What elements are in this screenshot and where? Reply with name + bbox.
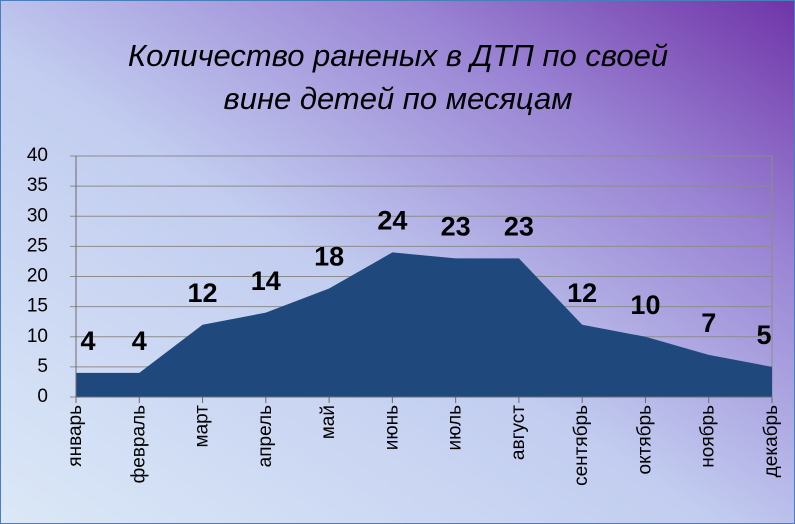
chart-title: Количество раненых в ДТП по своей (128, 38, 668, 73)
data-label: 12 (188, 278, 218, 308)
data-label: 23 (441, 212, 471, 242)
data-label: 4 (132, 326, 147, 356)
data-label: 4 (80, 326, 95, 356)
x-tick-label: сентябрь (571, 405, 592, 486)
x-tick-label: декабрь (761, 405, 782, 477)
x-tick-label: август (508, 405, 529, 460)
x-tick-label: март (192, 405, 213, 448)
x-tick-label: апрель (255, 405, 276, 467)
x-tick-label: январь (65, 405, 86, 467)
data-label: 5 (756, 320, 771, 350)
y-tick-label: 0 (37, 386, 48, 407)
y-tick-label: 40 (27, 145, 48, 166)
data-label: 23 (504, 212, 534, 242)
area (76, 252, 772, 397)
y-tick-label: 5 (37, 356, 48, 377)
y-tick-label: 35 (27, 175, 48, 196)
y-tick-label: 10 (27, 326, 48, 347)
data-label: 10 (630, 290, 660, 320)
y-tick-label: 15 (27, 296, 48, 317)
x-tick-label: июль (445, 405, 466, 451)
y-tick-label: 20 (27, 266, 48, 287)
y-tick-label: 30 (27, 205, 48, 226)
data-label: 18 (314, 242, 344, 272)
y-tick-label: 25 (27, 235, 48, 256)
data-label: 7 (701, 308, 716, 338)
x-tick-label: май (318, 405, 339, 439)
data-label: 12 (567, 278, 597, 308)
chart-title: вине детей по месяцам (224, 81, 573, 116)
data-label: 24 (377, 206, 407, 236)
x-tick-label: февраль (128, 405, 149, 484)
data-label: 14 (251, 266, 281, 296)
x-tick-label: октябрь (634, 405, 655, 475)
x-tick-label: июнь (381, 405, 402, 450)
x-tick-label: ноябрь (698, 405, 719, 468)
